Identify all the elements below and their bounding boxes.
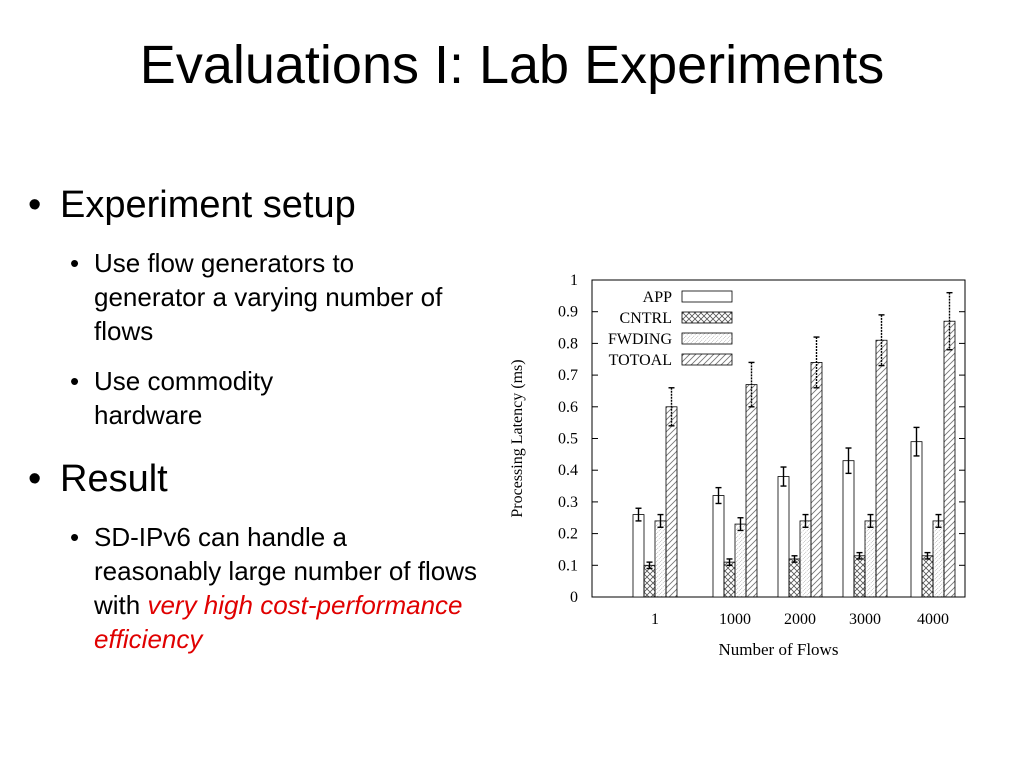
sub-bullet-commodity-hardware: • Use commodity hardware xyxy=(46,364,498,432)
y-tick-label: 0.2 xyxy=(558,526,578,543)
bar-app xyxy=(842,460,855,598)
bar-fwding xyxy=(864,520,877,598)
bar-totoal xyxy=(943,320,956,598)
bullet-list: • Experiment setup • Use flow generators… xyxy=(28,182,498,656)
bullet-dot: • xyxy=(28,184,42,226)
bar-cntrl xyxy=(853,555,866,598)
bar-cntrl xyxy=(643,564,656,598)
y-tick-label: 0.8 xyxy=(558,335,578,352)
bullet-dot: • xyxy=(70,366,80,396)
y-tick-label: 0 xyxy=(570,589,578,606)
x-tick-label: 1000 xyxy=(719,611,751,628)
bullet-dot: • xyxy=(28,458,42,500)
sub-bullet-text: Use flow generators to generator a varyi… xyxy=(94,248,443,346)
bar-app xyxy=(910,441,923,598)
bar-totoal xyxy=(810,362,823,598)
bar-fwding xyxy=(734,523,747,598)
legend-label-cntrl: CNTRL xyxy=(620,310,672,327)
sub-bullet-text: Use commodity hardware xyxy=(94,366,274,430)
sub-bullet-text: SD-IPv6 can handle a reasonably large nu… xyxy=(94,522,477,620)
bullet-dot: • xyxy=(70,522,80,552)
bar-totoal xyxy=(875,339,888,598)
x-tick-label: 4000 xyxy=(917,611,949,628)
x-axis-label: Number of Flows xyxy=(719,640,839,659)
legend-swatch-cntrl xyxy=(681,311,733,324)
y-tick-label: 0.6 xyxy=(558,399,578,416)
bar-cntrl xyxy=(921,555,934,598)
x-tick-label: 3000 xyxy=(849,611,881,628)
bar-cntrl xyxy=(788,558,801,598)
bullet-dot: • xyxy=(70,248,80,278)
bar-fwding xyxy=(799,520,812,598)
x-tick-label: 2000 xyxy=(784,611,816,628)
sub-bullet-text-wrap: SD-IPv6 can handle a reasonably large nu… xyxy=(94,520,479,656)
bar-totoal xyxy=(665,406,678,598)
legend-swatch-fwding xyxy=(681,332,733,345)
bullet-experiment-setup: • Experiment setup xyxy=(28,182,498,228)
y-tick-label: 0.4 xyxy=(558,462,578,479)
y-tick-label: 0.5 xyxy=(558,431,578,448)
y-tick-label: 1 xyxy=(570,272,578,289)
bar-fwding xyxy=(654,520,667,598)
y-tick-label: 0.7 xyxy=(558,367,578,384)
bullet-heading: Experiment setup xyxy=(60,184,356,226)
bar-app xyxy=(777,476,790,598)
bar-cntrl xyxy=(723,561,736,598)
bar-totoal xyxy=(745,384,758,598)
legend-label-app: APP xyxy=(643,289,672,306)
bar-fwding xyxy=(932,520,945,598)
x-tick-label: 1 xyxy=(651,611,659,628)
y-axis-label: Processing Latency (ms) xyxy=(509,359,526,517)
y-tick-label: 0.3 xyxy=(558,494,578,511)
bar-app xyxy=(632,514,645,598)
bullet-result: • Result xyxy=(28,456,498,502)
legend-label-totoal: TOTOAL xyxy=(609,352,672,369)
legend-label-fwding: FWDING xyxy=(608,331,672,348)
bar-app xyxy=(712,495,725,598)
sub-bullet-flow-generators: • Use flow generators to generator a var… xyxy=(46,246,498,348)
legend-swatch-totoal xyxy=(681,353,733,366)
latency-bar-chart: 0 0.1 0.2 0.3 0.4 0.5 0.6 0.7 0.8 0.9 1 Processing … xyxy=(509,272,966,659)
bullet-heading: Result xyxy=(60,458,168,500)
y-tick-label: 0.1 xyxy=(558,557,578,574)
highlight-text: very high cost-performance efficiency xyxy=(94,590,463,654)
sub-bullet-sd-ipv6: • SD-IPv6 can handle a reasonably large … xyxy=(46,520,498,656)
slide-title: Evaluations I: Lab Experiments xyxy=(139,35,885,95)
legend-swatch-app xyxy=(681,290,733,303)
y-tick-label: 0.9 xyxy=(558,304,578,321)
